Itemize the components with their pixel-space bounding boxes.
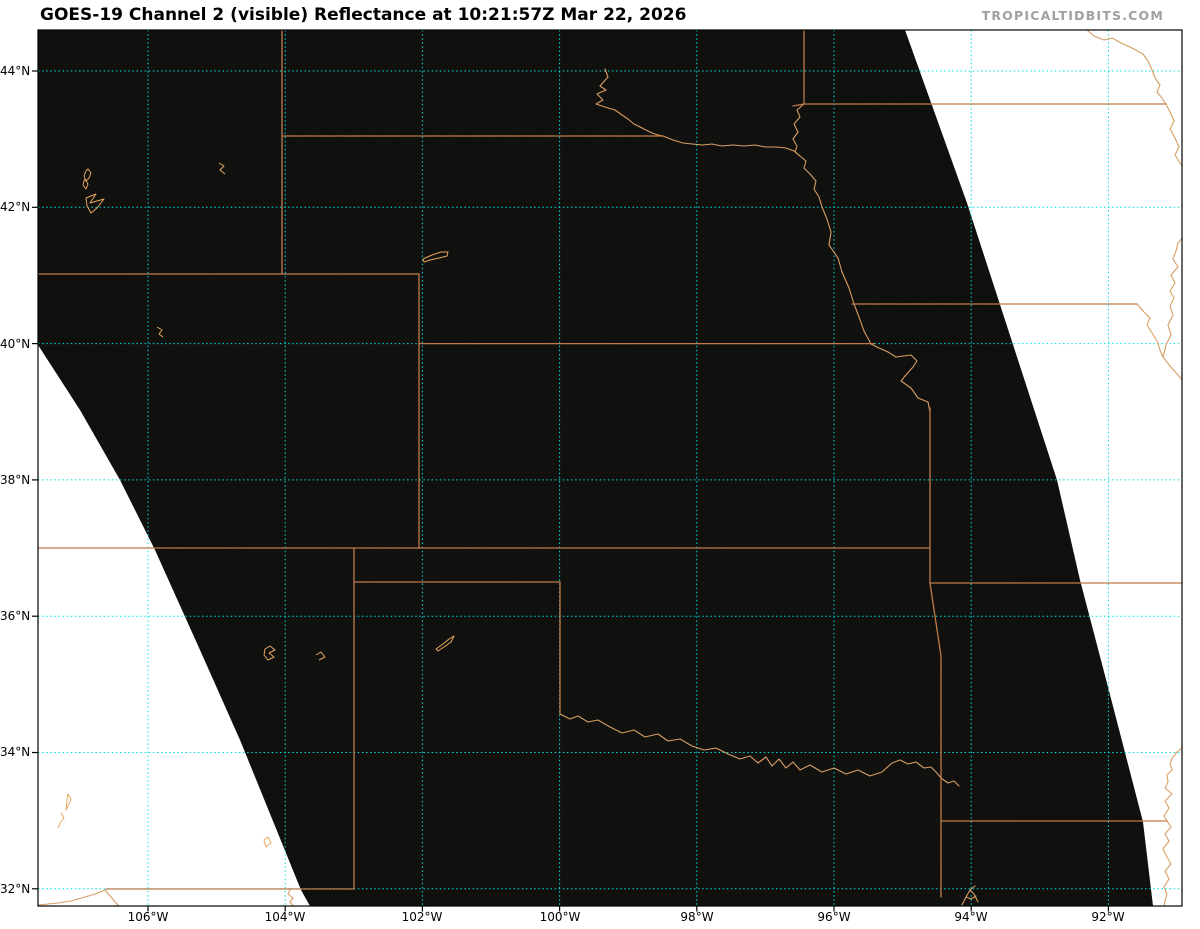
latlon-gridlines (38, 30, 1182, 906)
plot-frame (37, 29, 1183, 907)
lon-tick-104w: 104°W (264, 910, 306, 924)
caddo-streams (961, 885, 979, 906)
lat-tick-44n: 44°N (0, 64, 31, 78)
axis-ticks (32, 70, 1110, 912)
lon-tick-102w: 102°W (401, 910, 443, 924)
big-sioux-river (792, 103, 805, 157)
mississippi-river-upper (1086, 30, 1182, 167)
pecos-river (287, 887, 294, 906)
lon-tick-98w: 98°W (680, 910, 714, 924)
lon-tick-94w: 94°W (954, 910, 988, 924)
red-river (559, 713, 942, 779)
lon-tick-100w: 100°W (539, 910, 581, 924)
lake-meredith (435, 635, 455, 652)
elephant-butte-reservoir (65, 793, 72, 811)
lakes-layer (57, 162, 455, 848)
lat-tick-40n: 40°N (0, 337, 31, 351)
lon-tick-92w: 92°W (1091, 910, 1125, 924)
lat-tick-36n: 36°N (0, 609, 31, 623)
border-mo-ok-ar (929, 582, 942, 779)
lat-tick-32n: 32°N (0, 882, 31, 896)
missouri-river-sd (595, 68, 664, 137)
lake-mcconaughy (422, 251, 449, 263)
mississippi-river-mid (1162, 237, 1182, 381)
caballo-reservoir (57, 812, 65, 829)
lat-tick-34n: 34°N (0, 745, 31, 759)
brantley-lake (263, 836, 272, 848)
des-moines-river (1136, 303, 1164, 358)
image-title: GOES-19 Channel 2 (visible) Reflectance … (40, 5, 687, 25)
lat-tick-42n: 42°N (0, 200, 31, 214)
lat-tick-38n: 38°N (0, 473, 31, 487)
rio-grande (38, 889, 120, 906)
conchas-lake (263, 645, 276, 661)
border-435n-mn-ia (792, 103, 1167, 107)
missouri-river-border (662, 135, 931, 413)
red-river-ar-tail (940, 777, 960, 787)
watermark-brand: TROPICALTIDBITS.COM (981, 8, 1164, 23)
state-borders-layer (38, 30, 1182, 898)
rivers-layer (38, 30, 1182, 906)
lon-tick-106w: 106°W (127, 910, 169, 924)
lon-tick-96w: 96°W (817, 910, 851, 924)
